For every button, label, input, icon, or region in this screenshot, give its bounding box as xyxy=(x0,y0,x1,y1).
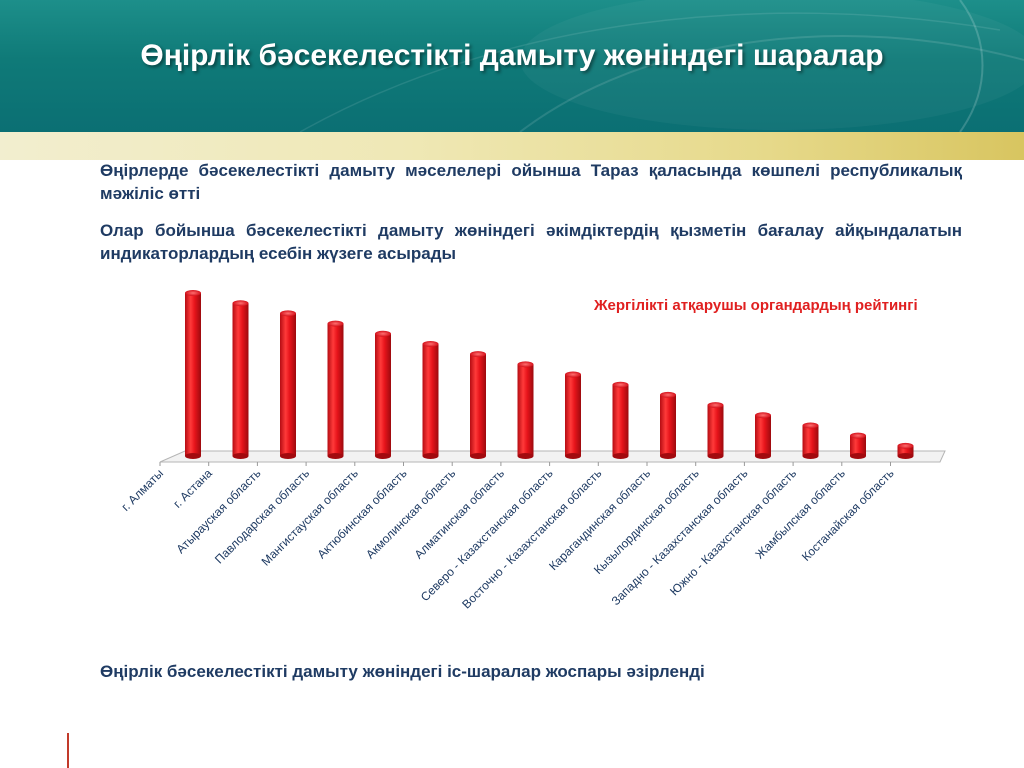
bar-cap xyxy=(232,300,249,307)
bar-body xyxy=(470,354,486,456)
bar-cap xyxy=(707,402,724,409)
bar xyxy=(185,290,201,459)
slide-header: Өңірлік бәсекелестікті дамыту жөніндегі … xyxy=(0,0,1024,132)
bar xyxy=(897,442,914,459)
paragraph-2: Олар бойынша бәсекелестікті дамыту жөнін… xyxy=(100,221,962,263)
bar-body xyxy=(517,364,534,456)
bar-base xyxy=(707,453,724,459)
bar xyxy=(565,371,581,459)
page-title: Өңірлік бәсекелестікті дамыту жөніндегі … xyxy=(140,39,884,72)
bar xyxy=(850,432,866,459)
x-tick-label: Актюбинская область xyxy=(314,466,409,561)
bar xyxy=(802,422,819,459)
paragraph-1: Өңірлерде бәсекелестікті дамыту мәселеле… xyxy=(100,161,962,203)
x-tick-label: Атырауская область xyxy=(173,466,263,556)
bar-body xyxy=(422,343,439,456)
bar-base xyxy=(185,453,201,459)
bar-base xyxy=(470,453,486,459)
bar-base xyxy=(802,453,819,459)
bar-cap xyxy=(422,340,439,347)
paragraph-3: Өңірлік бәсекелестікті дамыту жөніндегі … xyxy=(100,662,705,681)
chart-title: Жергілікті атқарушы органдардың рейтингі xyxy=(594,297,918,314)
bar xyxy=(470,351,486,459)
bar-body xyxy=(802,425,819,456)
bar xyxy=(422,340,439,459)
bar-base xyxy=(897,453,914,459)
bar-base xyxy=(517,453,534,459)
x-tick-label: Мангистауская область xyxy=(259,466,361,568)
bar xyxy=(755,412,771,459)
bar xyxy=(707,402,724,459)
bar xyxy=(327,320,344,459)
bar-body xyxy=(280,313,296,456)
bar-base xyxy=(755,453,771,459)
x-tick-label: Костанайская область xyxy=(799,466,897,564)
bar-cap xyxy=(897,442,914,449)
chart-bars xyxy=(185,290,914,459)
bar xyxy=(660,391,676,459)
bar-cap xyxy=(375,330,391,337)
bar xyxy=(232,300,249,459)
bar-base xyxy=(422,453,439,459)
bar-body xyxy=(565,374,581,456)
bar-cap xyxy=(470,351,486,358)
chart-baseline xyxy=(159,450,946,463)
bar-body xyxy=(232,303,249,456)
bar-body xyxy=(660,394,676,456)
header-decoration xyxy=(299,0,1024,132)
bar-base xyxy=(327,453,344,459)
bar xyxy=(612,381,629,459)
bar-cap xyxy=(185,290,201,296)
bar xyxy=(375,330,391,459)
chart-floor xyxy=(159,450,946,466)
bar-base xyxy=(850,453,866,459)
x-tick-label: Алматинская область xyxy=(412,466,507,561)
bar-cap xyxy=(612,381,629,388)
x-tick-label: Акмолинская область xyxy=(363,466,458,561)
footer-accent xyxy=(67,733,69,768)
x-tick-label: Павлодарская область xyxy=(212,466,312,566)
bar-base xyxy=(375,453,391,459)
bar-base xyxy=(565,453,581,459)
bar-cap xyxy=(755,412,771,419)
x-tick-label: Жамбылская область xyxy=(752,466,847,561)
bar-base xyxy=(232,453,249,459)
x-tick-label: г. Алматы xyxy=(118,466,166,514)
bar-body xyxy=(755,415,771,456)
bar-cap xyxy=(280,310,296,317)
x-tick-label: г. Астана xyxy=(170,466,215,511)
bar-body xyxy=(707,405,724,456)
bar-body xyxy=(850,435,866,456)
bar-base xyxy=(612,453,629,459)
bar-body xyxy=(897,445,914,456)
bar-cap xyxy=(850,432,866,439)
bar-cap xyxy=(565,371,581,378)
bar-cap xyxy=(660,391,676,398)
bar-body xyxy=(375,333,391,456)
bar-base xyxy=(280,453,296,459)
bar xyxy=(280,310,296,459)
bar-cap xyxy=(327,320,344,327)
bar-cap xyxy=(802,422,819,429)
bar-cap xyxy=(517,361,534,368)
bar-body xyxy=(185,293,201,456)
bar-body xyxy=(327,323,344,456)
header-strip xyxy=(0,132,1024,160)
bar-base xyxy=(660,453,676,459)
bar-body xyxy=(612,384,629,456)
bar xyxy=(517,361,534,459)
